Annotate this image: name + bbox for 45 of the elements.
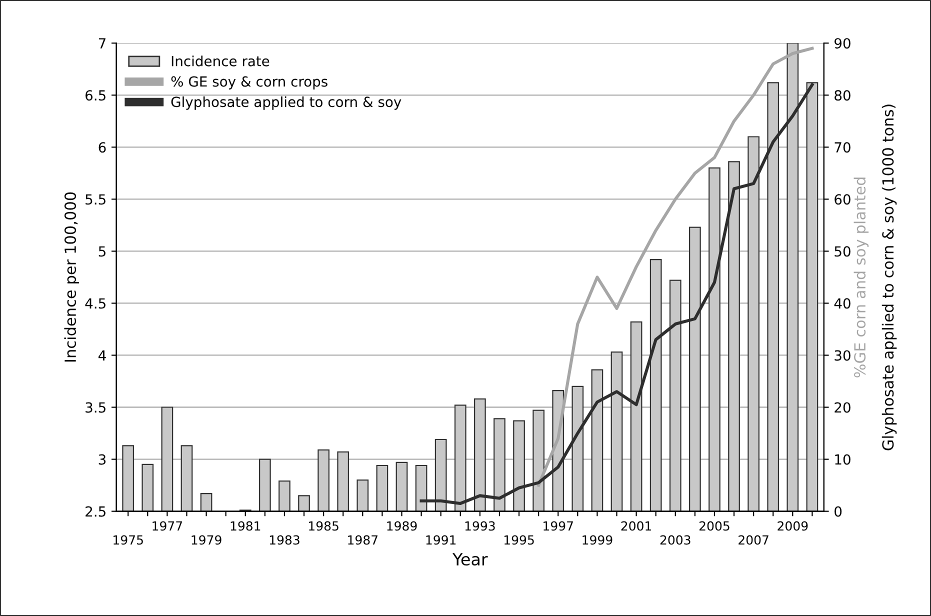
- y-tick-label: 7: [98, 38, 106, 48]
- x-tick-label: 1977: [152, 521, 182, 531]
- y2-tick-label: 90: [834, 38, 850, 49]
- y2-tick-label: 30: [834, 350, 850, 361]
- x-tick-label: 1987: [348, 535, 378, 545]
- y2-tick-label: 20: [834, 402, 850, 413]
- x-tick-label: 1985: [309, 521, 338, 531]
- x-tick-label: 1989: [387, 521, 417, 531]
- y2-tick-label: 0: [834, 506, 842, 517]
- x-tick-label: 2003: [660, 535, 690, 545]
- x-tick-label: 1979: [192, 535, 222, 545]
- x-axis-title: Year: [452, 553, 488, 566]
- y-tick-label: 4: [98, 350, 106, 361]
- x-tick-label: 1975: [114, 535, 143, 545]
- x-tick-label: 2009: [778, 521, 808, 531]
- x-tick-label: 1991: [426, 535, 456, 545]
- x-tick-label: 1997: [544, 521, 573, 531]
- legend-label: Incidence rate: [172, 56, 270, 66]
- y2-tick-label: 80: [834, 90, 850, 101]
- y-tick-label: 5.5: [86, 194, 106, 205]
- legend-label: Glyphosate applied to corn & soy: [171, 96, 402, 110]
- y2-tick-label: 70: [834, 142, 850, 153]
- x-tick-label: 1993: [465, 521, 495, 531]
- text: %GE corn and soy planted: [854, 178, 869, 378]
- y-axis-title: Incidence per 100,000: [64, 192, 80, 362]
- x-tick-label: 1995: [504, 535, 534, 545]
- y2-tick-label: 50: [834, 246, 850, 257]
- y-tick-label: 6: [98, 142, 106, 153]
- y2-tick-label: 40: [834, 298, 850, 309]
- x-tick-label: 2007: [738, 535, 768, 545]
- x-tick-label: 1981: [230, 521, 260, 531]
- y-tick-label: 6.5: [86, 90, 106, 101]
- y-tick-label: 4.5: [85, 298, 106, 309]
- x-tick-label: 1983: [270, 535, 300, 545]
- x-tick-label: 1999: [582, 535, 612, 545]
- y2-tick-label: 60: [834, 194, 850, 205]
- y-tick-label: 5: [98, 246, 106, 257]
- y-tick-label: 3.5: [86, 402, 106, 413]
- y-tick-label: 3: [98, 454, 106, 465]
- y2-axis-title: Glyphosate applied to corn & soy (1000 tons): [882, 104, 897, 450]
- x-tick-label: 2001: [621, 521, 652, 531]
- y-tick-label: 2.5: [86, 506, 106, 517]
- legend-label: % GE soy & corn crops: [171, 76, 328, 90]
- x-tick-label: 2005: [699, 521, 730, 531]
- y2-tick-label: 10: [835, 454, 850, 465]
